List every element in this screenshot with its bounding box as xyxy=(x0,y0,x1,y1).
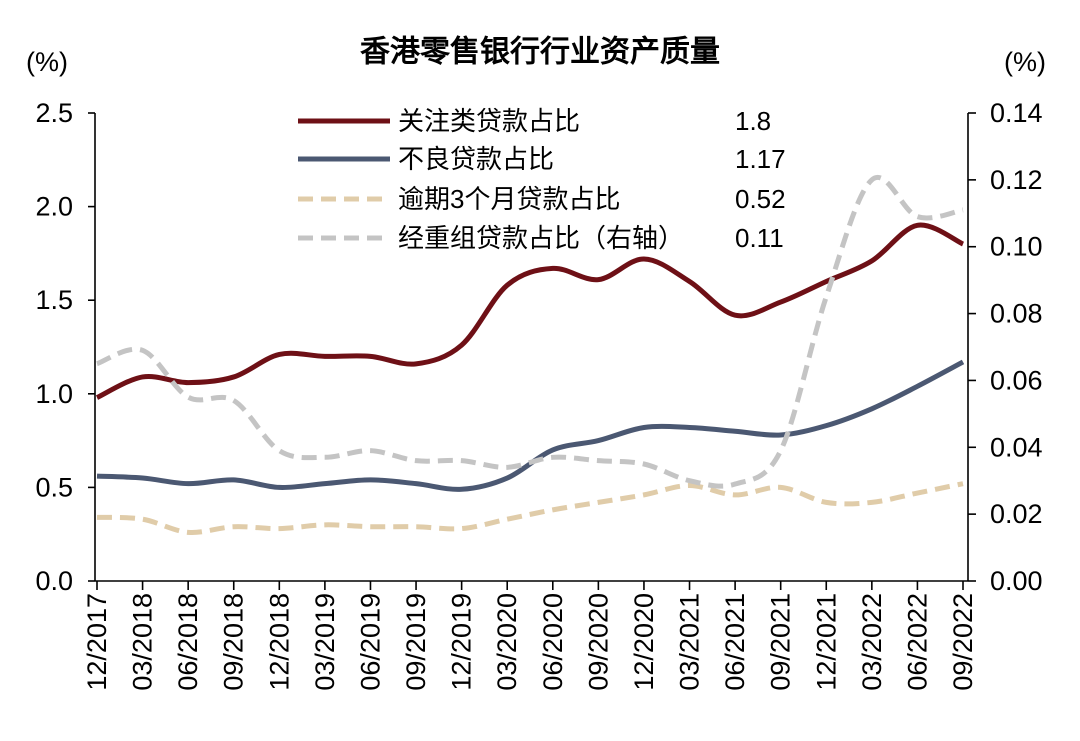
legend-value: 0.11 xyxy=(735,223,784,253)
x-tick-label: 12/2019 xyxy=(447,593,477,691)
y-tick-label-left: 0.0 xyxy=(35,566,73,596)
legend-label: 逾期3个月贷款占比 xyxy=(398,184,620,214)
x-tick-label: 06/2019 xyxy=(355,593,385,691)
x-tick-label: 12/2021 xyxy=(811,593,841,691)
x-tick-label: 09/2021 xyxy=(766,593,796,691)
axes-layer: 0.0 0.5 1.0 1.5 2.0 2.5 0.00 0.02 0.04 0.06 0.08 0.… xyxy=(35,98,1042,691)
legend-label: 关注类贷款占比 xyxy=(398,106,580,136)
y-tick-label-right: 0.12 xyxy=(990,165,1043,195)
y-tick-label-right: 0.04 xyxy=(990,432,1043,462)
y-axis-left-unit: (%) xyxy=(26,47,68,77)
x-tick-label: 09/2020 xyxy=(583,593,613,691)
rescheduled-loan-ratio-line xyxy=(96,175,964,489)
chart-title: 香港零售银行行业资产质量 xyxy=(360,36,720,69)
y-tick-label-right: 0.06 xyxy=(990,365,1043,395)
x-tick-label: 06/2022 xyxy=(902,593,932,691)
legend-label: 经重组贷款占比（右轴） xyxy=(398,223,684,253)
legend-entry: 关注类贷款占比 1.8 xyxy=(298,106,771,136)
x-tick-label: 06/2020 xyxy=(538,593,568,691)
y-tick-label-left: 1.0 xyxy=(35,379,73,409)
x-tick-label: 03/2019 xyxy=(310,593,340,691)
y-tick-label-right: 0.02 xyxy=(990,499,1043,529)
special-mention-loan-ratio-line xyxy=(95,222,965,400)
x-tick-label: 12/2020 xyxy=(629,593,659,691)
legend-value: 0.52 xyxy=(735,184,786,214)
x-tick-label: 06/2021 xyxy=(720,593,750,691)
x-tick-label: 12/2018 xyxy=(264,593,294,691)
legend-value: 1.8 xyxy=(735,106,771,136)
legend: 关注类贷款占比 1.8 不良贷款占比 1.17 逾期3个月贷款占比 0.52 经重组贷款占比… xyxy=(298,106,786,253)
x-tick-label: 03/2022 xyxy=(857,593,887,691)
legend-label: 不良贷款占比 xyxy=(398,144,554,174)
legend-entry: 经重组贷款占比（右轴） 0.11 xyxy=(298,223,784,253)
y-tick-label-right: 0.10 xyxy=(990,232,1043,262)
y-tick-label-left: 2.0 xyxy=(35,192,73,222)
x-tick-label: 03/2018 xyxy=(128,593,158,691)
x-tick-label: 09/2018 xyxy=(219,593,249,691)
x-tick-label: 03/2021 xyxy=(675,593,705,691)
overdue-3m-loan-ratio-line xyxy=(96,481,964,535)
legend-entry: 不良贷款占比 1.17 xyxy=(298,144,786,174)
x-tick-label: 12/2017 xyxy=(82,593,112,691)
y-tick-label-left: 1.5 xyxy=(35,285,73,315)
y-tick-label-right: 0.14 xyxy=(990,98,1043,128)
legend-entry: 逾期3个月贷款占比 0.52 xyxy=(298,184,786,214)
x-tick-label: 09/2019 xyxy=(401,593,431,691)
y-tick-label-right: 0.08 xyxy=(990,299,1043,329)
y-tick-label-right: 0.00 xyxy=(990,566,1043,596)
series-layer xyxy=(95,175,965,535)
x-tick-label: 06/2018 xyxy=(173,593,203,691)
y-axis-right-unit: (%) xyxy=(1004,47,1046,77)
legend-value: 1.17 xyxy=(735,144,786,174)
y-tick-label-left: 2.5 xyxy=(35,98,73,128)
x-tick-label: 03/2020 xyxy=(492,593,522,691)
y-tick-label-left: 0.5 xyxy=(35,472,73,502)
x-tick-label: 09/2022 xyxy=(948,593,978,691)
